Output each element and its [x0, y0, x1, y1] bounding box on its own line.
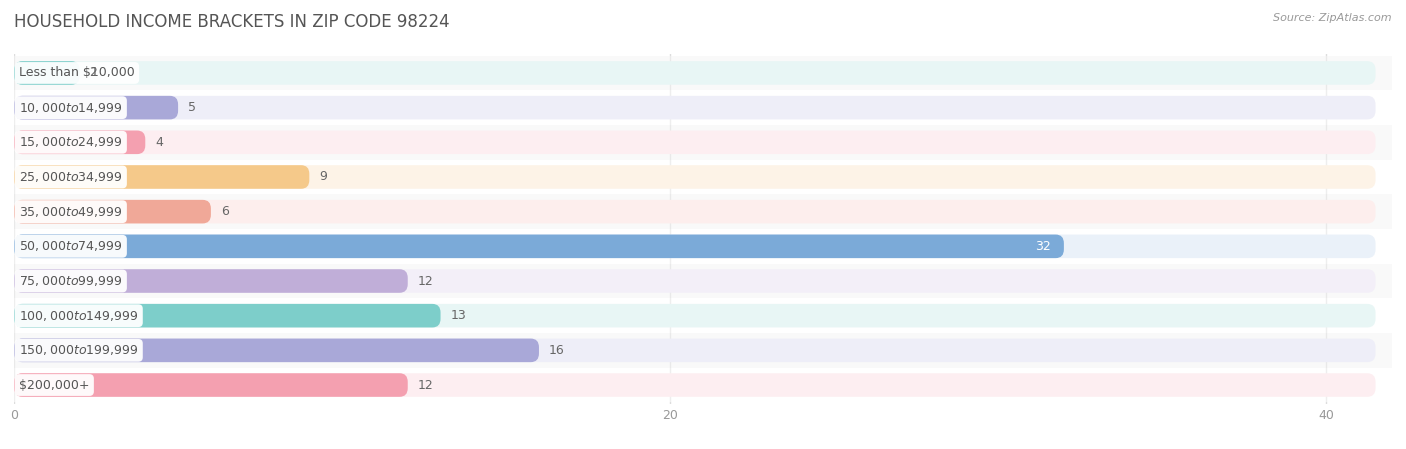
Text: $50,000 to $74,999: $50,000 to $74,999 — [20, 239, 122, 253]
Text: 5: 5 — [188, 101, 195, 114]
Text: $100,000 to $149,999: $100,000 to $149,999 — [20, 308, 138, 323]
Text: 12: 12 — [418, 274, 433, 287]
FancyBboxPatch shape — [14, 234, 1375, 258]
FancyBboxPatch shape — [14, 339, 1375, 362]
FancyBboxPatch shape — [14, 61, 1375, 85]
FancyBboxPatch shape — [14, 200, 211, 224]
Text: 32: 32 — [1035, 240, 1050, 253]
Bar — [14, 194, 1392, 229]
Bar — [14, 160, 1392, 194]
Bar — [14, 333, 1392, 368]
Bar — [14, 368, 1392, 402]
FancyBboxPatch shape — [14, 269, 408, 293]
Bar — [14, 264, 1392, 298]
FancyBboxPatch shape — [14, 373, 408, 397]
Text: $10,000 to $14,999: $10,000 to $14,999 — [20, 101, 122, 114]
FancyBboxPatch shape — [14, 234, 1064, 258]
Text: 4: 4 — [155, 136, 163, 149]
Text: $35,000 to $49,999: $35,000 to $49,999 — [20, 205, 122, 219]
FancyBboxPatch shape — [14, 200, 1375, 224]
FancyBboxPatch shape — [14, 165, 309, 189]
Text: 13: 13 — [450, 309, 467, 322]
Bar — [14, 229, 1392, 264]
FancyBboxPatch shape — [14, 131, 1375, 154]
Bar — [14, 125, 1392, 160]
Text: 2: 2 — [90, 66, 97, 79]
FancyBboxPatch shape — [14, 373, 1375, 397]
FancyBboxPatch shape — [14, 304, 1375, 327]
Text: $75,000 to $99,999: $75,000 to $99,999 — [20, 274, 122, 288]
Text: 16: 16 — [548, 344, 565, 357]
Text: $15,000 to $24,999: $15,000 to $24,999 — [20, 135, 122, 150]
Bar — [14, 298, 1392, 333]
FancyBboxPatch shape — [14, 61, 80, 85]
Text: 9: 9 — [319, 171, 328, 184]
Bar — [14, 56, 1392, 90]
Text: $200,000+: $200,000+ — [20, 379, 90, 392]
Text: 12: 12 — [418, 379, 433, 392]
Text: HOUSEHOLD INCOME BRACKETS IN ZIP CODE 98224: HOUSEHOLD INCOME BRACKETS IN ZIP CODE 98… — [14, 13, 450, 31]
FancyBboxPatch shape — [14, 96, 1375, 119]
FancyBboxPatch shape — [14, 96, 179, 119]
FancyBboxPatch shape — [14, 269, 1375, 293]
Text: Source: ZipAtlas.com: Source: ZipAtlas.com — [1274, 13, 1392, 23]
FancyBboxPatch shape — [14, 304, 440, 327]
Text: $25,000 to $34,999: $25,000 to $34,999 — [20, 170, 122, 184]
Text: 6: 6 — [221, 205, 229, 218]
FancyBboxPatch shape — [14, 165, 1375, 189]
Text: $150,000 to $199,999: $150,000 to $199,999 — [20, 343, 138, 357]
FancyBboxPatch shape — [14, 339, 538, 362]
Text: Less than $10,000: Less than $10,000 — [20, 66, 135, 79]
Bar — [14, 90, 1392, 125]
FancyBboxPatch shape — [14, 131, 145, 154]
